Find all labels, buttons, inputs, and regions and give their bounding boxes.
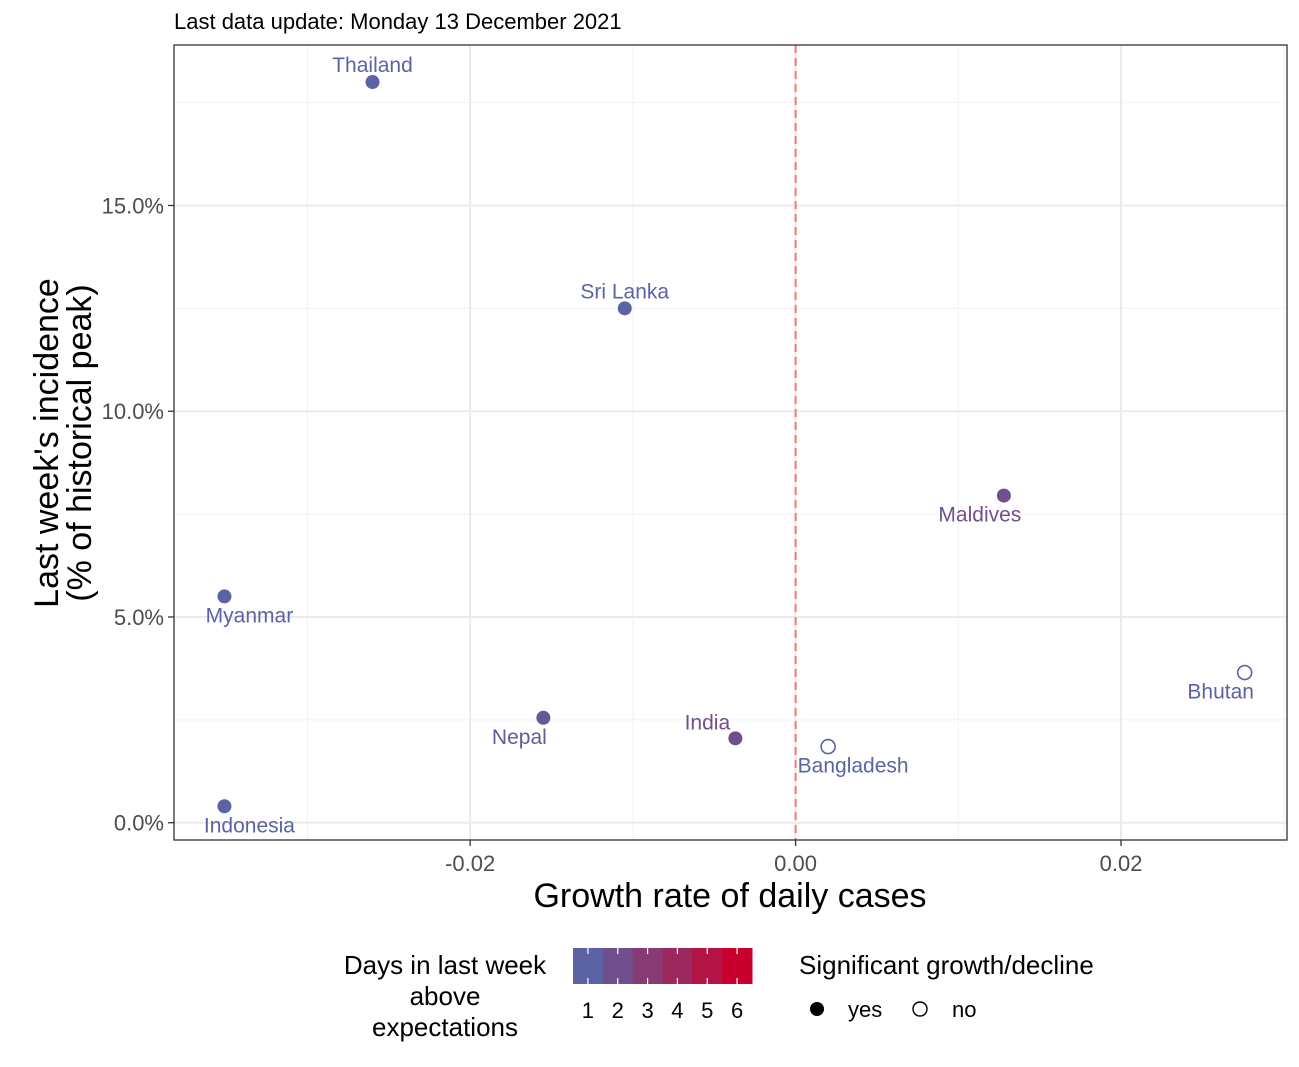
point-label-sri-lanka: Sri Lanka [580, 280, 669, 303]
y-tick-label: 0.0% [114, 811, 164, 836]
point-label-india: India [685, 711, 731, 734]
plot-panel-border [173, 44, 1288, 841]
colorbar-label: 5 [701, 998, 713, 1023]
x-tick-label: 0.00 [774, 851, 817, 876]
point-label-bangladesh: Bangladesh [798, 755, 909, 778]
data-point-maldives [996, 488, 1011, 503]
y-tick-label: 15.0% [102, 193, 164, 218]
axis-layer: -0.02 0.00 0.02 0.0% 5.0% 10.0% 15.0% [102, 193, 1143, 876]
color-legend-title-line-2: above [410, 981, 481, 1011]
y-axis-title: Last week's incidence (% of historical p… [28, 278, 99, 608]
color-legend-title-line-3: expectations [372, 1012, 518, 1042]
shape-legend-label-no: no [952, 997, 976, 1022]
chart-title: Last data update: Monday 13 December 202… [174, 9, 622, 34]
point-label-indonesia: Indonesia [204, 814, 295, 837]
grid-layer [174, 45, 1287, 840]
point-label-thailand: Thailand [332, 54, 413, 77]
shape-legend-items: yes no [810, 997, 976, 1022]
colorbar-label: 6 [731, 998, 743, 1023]
data-point-bhutan [1236, 664, 1253, 681]
data-point-sri-lanka [617, 301, 632, 316]
point-label-maldives: Maldives [938, 504, 1021, 527]
point-label-nepal: Nepal [492, 726, 547, 749]
points-layer [217, 75, 1253, 814]
point-labels-layer: Thailand Sri Lanka Maldives Myanmar Bhutan Ne… [204, 54, 1254, 837]
y-tick-label: 5.0% [114, 605, 164, 630]
shape-legend: Significant growth/decline yes no [799, 950, 1094, 1022]
y-tick-label: 10.0% [102, 399, 164, 424]
data-point-thailand [365, 75, 380, 90]
shape-legend-title: Significant growth/decline [799, 950, 1094, 980]
shape-legend-marker-yes [810, 1002, 824, 1016]
colorbar-label: 1 [582, 998, 594, 1023]
colorbar-label: 4 [671, 998, 683, 1023]
point-label-bhutan: Bhutan [1187, 681, 1254, 704]
data-point-indonesia [217, 799, 232, 814]
data-point-bangladesh [820, 738, 836, 755]
colorbar-label: 3 [641, 998, 653, 1023]
data-point-myanmar [217, 589, 232, 604]
point-label-myanmar: Myanmar [206, 604, 294, 627]
colorbar-label: 2 [612, 998, 624, 1023]
data-point-india [728, 731, 743, 746]
data-point-nepal [536, 710, 551, 725]
shape-legend-label-yes: yes [848, 997, 882, 1022]
x-tick-label: -0.02 [445, 851, 495, 876]
color-legend-title-line-1: Days in last week [344, 950, 547, 980]
shape-legend-marker-no [912, 1001, 928, 1017]
y-axis-title-line-1: Last week's incidence [28, 278, 66, 608]
y-axis-title-line-2: (% of historical peak) [61, 284, 99, 601]
x-tick-label: 0.02 [1100, 851, 1143, 876]
x-axis-title: Growth rate of daily cases [533, 877, 926, 915]
